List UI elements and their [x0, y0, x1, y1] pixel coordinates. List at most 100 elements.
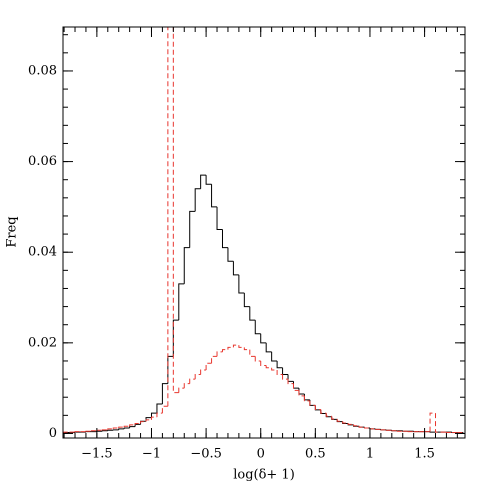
histogram-step	[145, 419, 152, 422]
y-tick-label: 0.08	[28, 63, 57, 78]
histogram-step	[200, 174, 207, 189]
histogram-step	[200, 369, 207, 375]
histogram-step	[221, 349, 228, 352]
histogram-step	[276, 360, 283, 369]
histogram-step	[276, 370, 283, 376]
histogram-step	[254, 320, 261, 335]
y-tick-label: 0.04	[28, 245, 57, 260]
histogram-step	[205, 362, 212, 371]
y-tick-label: 0.02	[28, 335, 57, 350]
histogram-step	[249, 349, 256, 357]
histogram-step	[194, 188, 201, 212]
histogram-step	[134, 422, 141, 425]
histogram-step	[123, 425, 130, 428]
histogram-step	[216, 351, 223, 357]
histogram-step	[123, 427, 130, 429]
histogram-step	[227, 247, 234, 262]
histogram-step	[364, 427, 370, 429]
histogram-step	[287, 374, 294, 382]
histogram-step	[161, 405, 168, 414]
histogram-step	[140, 421, 147, 424]
histogram-step	[260, 360, 267, 366]
histogram-step	[309, 400, 316, 406]
histogram-step	[112, 427, 119, 429]
histogram-step	[134, 423, 141, 427]
histogram-step	[167, 27, 169, 407]
x-tick-label: 0	[257, 447, 265, 462]
x-tick-label: 0.5	[305, 447, 326, 462]
histogram-step	[429, 412, 436, 432]
histogram-step	[232, 261, 239, 276]
histogram-step	[303, 394, 310, 401]
histogram-step	[150, 412, 157, 418]
x-tick-label: 1	[366, 447, 374, 462]
histogram-step	[260, 333, 267, 344]
x-axis-label: log(δ+ 1)	[233, 468, 295, 483]
histogram-step	[271, 351, 278, 362]
histogram-step	[238, 345, 245, 348]
histogram-step	[325, 413, 332, 417]
histogram-step	[303, 395, 310, 402]
histogram-step	[309, 399, 316, 406]
histogram-step	[172, 319, 179, 357]
histogram-step	[342, 421, 349, 424]
histogram-step	[249, 306, 256, 321]
histogram-step	[298, 388, 305, 395]
histogram-step	[156, 412, 163, 418]
y-tick-label: 0	[49, 426, 57, 441]
histogram-step	[457, 432, 464, 434]
histogram-step	[254, 356, 261, 362]
x-tick-label: 1.5	[414, 447, 435, 462]
histogram-step	[156, 403, 163, 414]
histogram-step	[189, 210, 196, 248]
histogram-step	[227, 346, 234, 350]
histogram-step	[331, 416, 338, 420]
histogram-step	[282, 367, 289, 376]
histogram-step	[107, 428, 114, 430]
histogram-step	[189, 378, 196, 384]
histogram-step	[216, 206, 223, 231]
y-tick-label: 0.06	[28, 154, 57, 169]
histogram-step	[265, 365, 272, 369]
histogram-step	[435, 413, 441, 433]
histogram-step	[178, 283, 185, 321]
x-tick-label: −1.5	[81, 447, 113, 462]
x-tick-label: −0.5	[190, 447, 222, 462]
histogram-step	[282, 374, 289, 380]
histogram-step	[320, 409, 327, 414]
histogram-step	[194, 374, 201, 380]
histogram-step	[243, 347, 250, 351]
histogram-step	[292, 383, 299, 391]
histogram-step	[265, 342, 272, 353]
histogram-step	[172, 27, 179, 394]
histogram-step	[232, 344, 239, 348]
plot-area	[63, 27, 464, 434]
histogram-step	[292, 381, 299, 389]
histogram-step	[129, 426, 136, 429]
histogram-step	[183, 247, 190, 284]
histogram-step	[118, 426, 125, 429]
histogram-step	[161, 383, 168, 405]
histogram-step	[353, 424, 360, 427]
histogram-step	[150, 416, 157, 420]
histogram-step	[271, 367, 278, 371]
histogram-step	[129, 424, 136, 427]
histogram-step	[336, 418, 343, 422]
histogram-step	[211, 184, 218, 208]
histogram-step	[347, 423, 354, 425]
frame	[62, 26, 466, 439]
histogram-step	[205, 175, 212, 185]
histogram-step	[287, 379, 294, 385]
histogram-step	[298, 390, 305, 397]
histogram-step	[178, 387, 185, 393]
histogram-step	[183, 383, 190, 389]
histogram-step	[314, 405, 321, 410]
histogram-step	[243, 292, 250, 308]
histogram-step	[167, 355, 174, 384]
x-tick-label: −1	[142, 447, 161, 462]
y-axis-label: Freq	[5, 216, 20, 247]
histogram-step	[211, 355, 218, 364]
histogram-step	[221, 229, 228, 249]
histogram-step	[238, 274, 245, 294]
